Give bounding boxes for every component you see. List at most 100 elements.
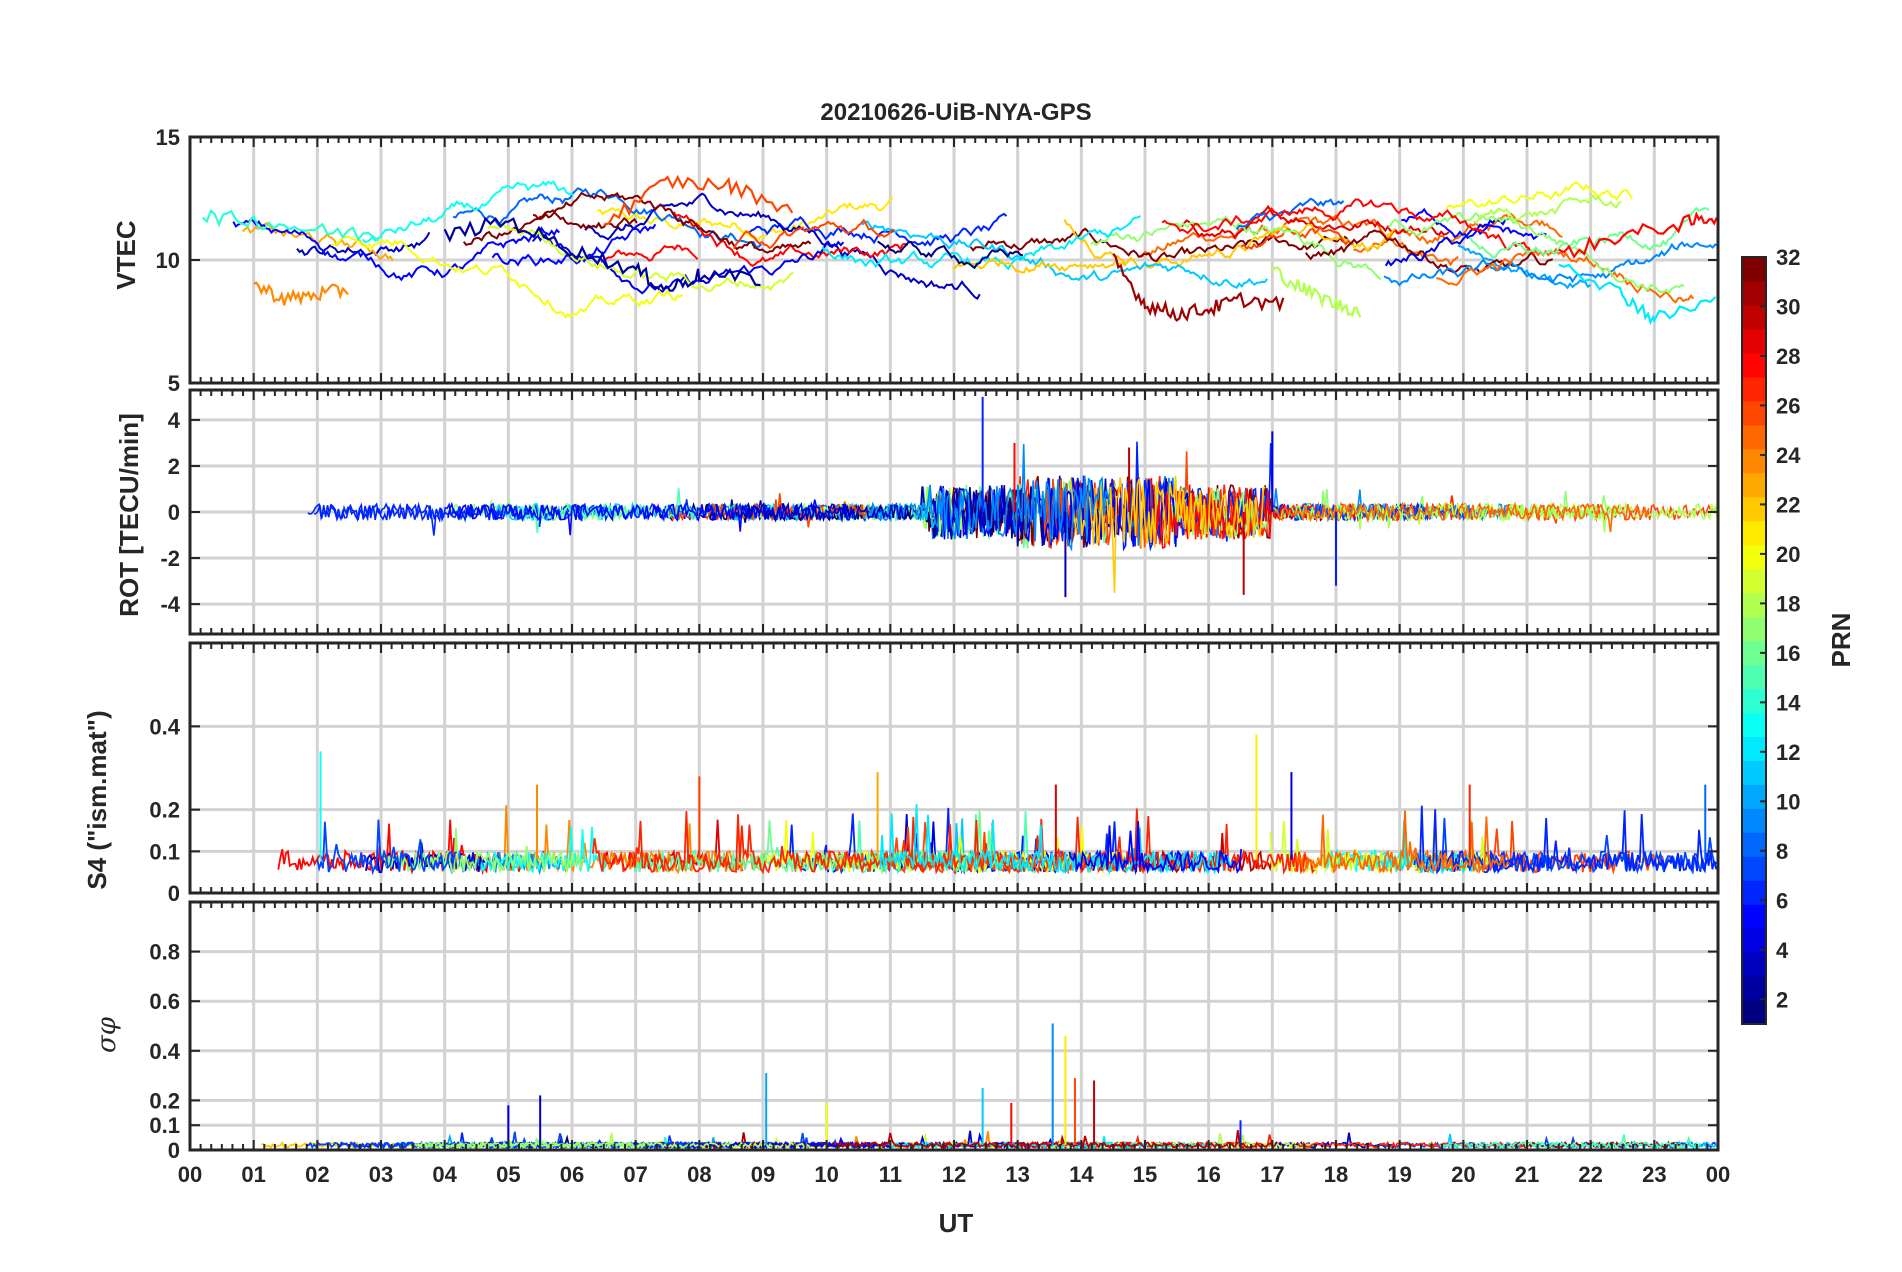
vtec-trace-prn-13 <box>361 180 575 244</box>
x-tick-label: 04 <box>432 1162 457 1187</box>
x-tick-label: 02 <box>305 1162 329 1187</box>
vtec-trace-prn-32 <box>532 191 812 254</box>
colorbar-swatch <box>1742 808 1766 833</box>
vtec-trace-prn-9 <box>1383 241 1719 287</box>
vtec-ylabel: VTEC <box>111 220 141 290</box>
rot-trace-prn-9 <box>868 444 1111 552</box>
x-tick-label: 10 <box>814 1162 838 1187</box>
x-tick-label: 07 <box>623 1162 647 1187</box>
colorbar-swatch <box>1742 544 1766 570</box>
vtec-trace-prn-17 <box>1090 215 1382 281</box>
colorbar-tick-label: 24 <box>1776 443 1801 468</box>
x-tick-label: 18 <box>1324 1162 1348 1187</box>
y-tick-label: 0.2 <box>149 1088 180 1113</box>
y-tick-label: 0.4 <box>149 714 180 739</box>
x-tick-label: 05 <box>496 1162 520 1187</box>
vtec-trace-prn-20 <box>1445 180 1633 210</box>
sigma-ylabel: σφ <box>92 1016 122 1053</box>
y-tick-label: 15 <box>156 125 180 150</box>
panel-sigma-phi: 00.10.2 0.4 0.6 0.8 <box>149 900 1720 1163</box>
vtec-trace-prn-5 <box>1401 207 1547 241</box>
colorbar-swatch <box>1742 688 1766 714</box>
colorbar-swatch <box>1742 352 1766 378</box>
vtec-series-2 <box>443 216 761 292</box>
y-tick-label: 4 <box>168 408 181 433</box>
colorbar-swatch <box>1742 856 1766 881</box>
x-tick-label: 14 <box>1069 1162 1094 1187</box>
s4-ylabel: S4 ("ism.mat") <box>82 710 112 889</box>
y-tick-label: 0 <box>168 881 180 906</box>
panel-s4: 0 0.1 0.2 0.4 <box>149 641 1720 906</box>
s4-trace-prn-26 <box>813 822 1146 876</box>
panel-vtec: 5 10 15 <box>156 125 1720 396</box>
x-tick-label: 00 <box>1706 1162 1730 1187</box>
y-tick-label: 5 <box>168 371 180 396</box>
colorbar-swatch <box>1742 736 1766 761</box>
colorbar-tick-label: 28 <box>1776 344 1800 369</box>
colorbar-tick-label: 18 <box>1776 591 1800 616</box>
sigma-trace-prn-30 <box>836 1129 1277 1150</box>
panel-rot: -4 -2 0 2 4 <box>160 388 1720 636</box>
vtec-trace-prn-3 <box>584 192 981 300</box>
vtec-series-31 <box>1112 253 1285 322</box>
x-tick-label: 08 <box>687 1162 711 1187</box>
x-tick-label: 00 <box>178 1162 202 1187</box>
vtec-trace-prn-17 <box>1387 211 1685 295</box>
colorbar-tick-label: 10 <box>1776 789 1800 814</box>
sigma-trace-prn-18 <box>414 1132 811 1151</box>
vtec-trace-prn-28 <box>1161 198 1535 257</box>
x-tick-label: 09 <box>751 1162 775 1187</box>
s4-trace-prn-5 <box>1068 821 1243 875</box>
colorbar-swatch <box>1742 424 1766 450</box>
colorbar-swatch <box>1742 928 1766 953</box>
vtec-trace-prn-18 <box>1472 194 1622 225</box>
vtec-trace-prn-25 <box>1436 247 1695 304</box>
colorbar-label: PRN <box>1826 613 1856 668</box>
vtec-trace-prn-5 <box>232 217 561 282</box>
colorbar-swatch <box>1742 664 1766 690</box>
colorbar-swatch <box>1742 448 1766 474</box>
colorbar-swatch <box>1742 952 1766 977</box>
colorbar-swatch <box>1742 472 1766 498</box>
vtec-trace-prn-22 <box>952 257 1127 274</box>
colorbar-frame <box>1741 256 1767 1025</box>
colorbar-tick-label: 16 <box>1776 641 1800 666</box>
rot-trace-prn-25 <box>1273 501 1650 533</box>
y-tick-label: 0 <box>168 500 180 525</box>
vtec-trace-prn-11 <box>861 220 1268 289</box>
vtec-series-26 <box>603 174 794 226</box>
y-tick-label: -2 <box>160 546 180 571</box>
colorbar-swatch <box>1742 976 1766 1001</box>
series-group <box>201 174 1719 326</box>
s4-trace-prn-27 <box>904 808 1316 875</box>
colorbar-swatch <box>1742 376 1766 402</box>
x-tick-label: 19 <box>1387 1162 1411 1187</box>
colorbar-tick-label: 32 <box>1776 245 1800 270</box>
colorbar-swatch <box>1742 328 1766 354</box>
vtec-series-24 <box>253 281 349 307</box>
s4-trace-prn-12 <box>879 804 1233 875</box>
vtec-trace-prn-28 <box>600 244 699 263</box>
colorbar-swatch <box>1742 496 1766 522</box>
vtec-trace-prn-1 <box>877 240 1024 270</box>
vtec-trace-prn-26 <box>732 218 895 250</box>
colorbar-tick-label: 20 <box>1776 542 1800 567</box>
series-group <box>277 734 1719 876</box>
vtec-trace-prn-29 <box>1180 204 1450 240</box>
rot-trace-prn-22 <box>1069 475 1266 593</box>
colorbar-tick-label: 14 <box>1776 690 1801 715</box>
figure-title: 20210626-UiB-NYA-GPS <box>820 99 1091 126</box>
colorbar-swatch <box>1742 616 1766 642</box>
colorbar-tick-label: 2 <box>1776 987 1788 1012</box>
vtec-series-14 <box>201 208 380 242</box>
colorbar-tick-label: 12 <box>1776 740 1800 765</box>
x-tick-label: 03 <box>369 1162 393 1187</box>
s4-trace-prn-17 <box>380 828 585 874</box>
colorbar-swatch <box>1742 904 1766 929</box>
colorbar-swatch <box>1742 712 1766 737</box>
rot-ylabel: ROT [TECU/min] <box>114 413 144 617</box>
x-tick-label: 01 <box>241 1162 265 1187</box>
x-tick-label: 06 <box>560 1162 584 1187</box>
vtec-series-28 <box>1558 211 1718 259</box>
